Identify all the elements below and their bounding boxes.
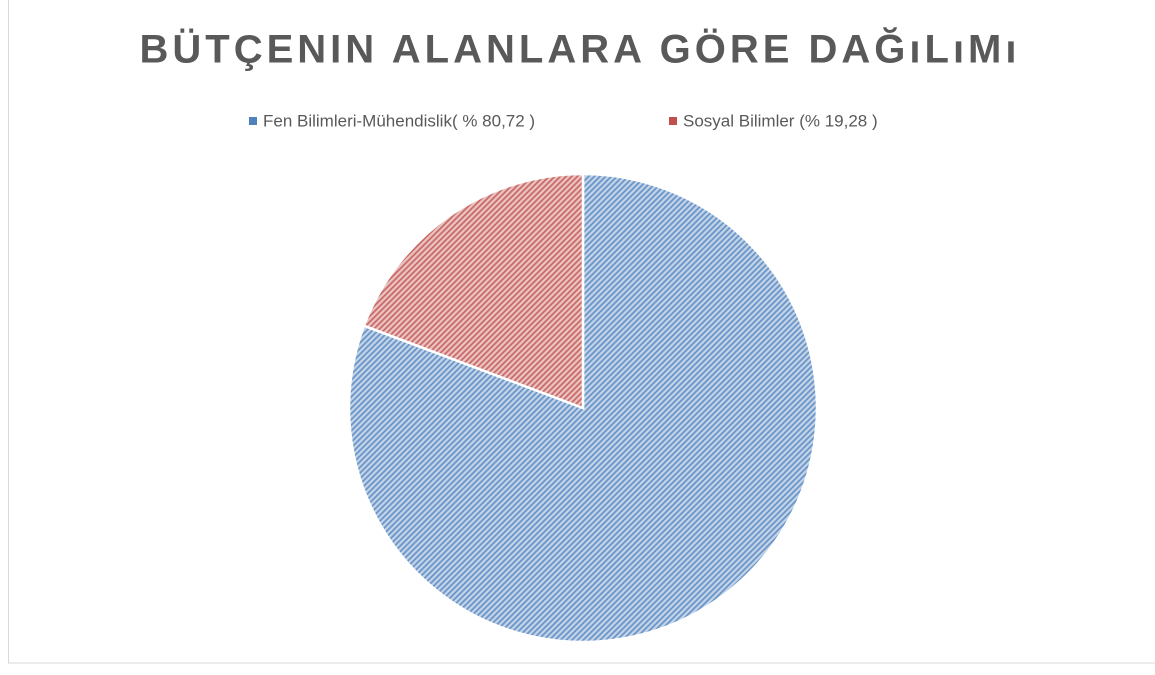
pie-slice (362, 172, 585, 410)
legend-label: Sosyal Bilimler (% 19,28 ) (683, 111, 878, 130)
chart-title: BÜTÇENIN ALANLARA GÖRE DAĞıLıMı (140, 26, 1021, 72)
legend-swatch (669, 117, 677, 125)
legend-label: Fen Bilimleri-Mühendislik( % 80,72 ) (263, 111, 535, 130)
legend-swatch (249, 117, 257, 125)
